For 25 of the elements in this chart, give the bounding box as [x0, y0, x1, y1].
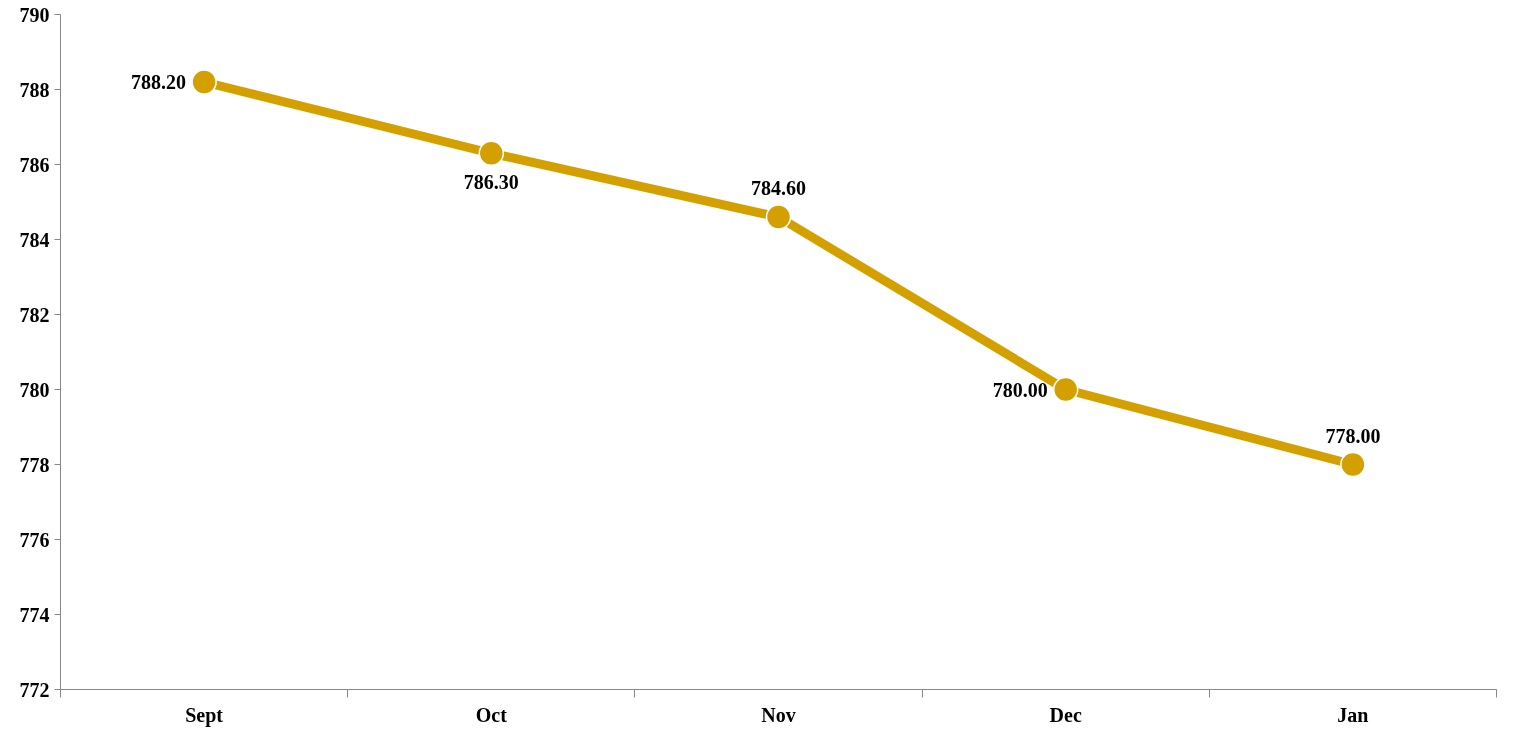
y-tick-label: 772 [19, 678, 50, 701]
y-tick-label: 786 [19, 153, 50, 176]
x-tick-label: Oct [475, 703, 508, 726]
y-tick-label: 788 [19, 78, 50, 101]
text: 780.00 [992, 378, 1048, 401]
point [478, 140, 505, 166]
x-tick-label: Dec [1049, 703, 1082, 726]
y-tick-label: 776 [19, 528, 50, 551]
text: 786.30 [463, 171, 519, 194]
y-tick-label: 790 [19, 3, 50, 26]
point [1052, 376, 1079, 403]
text: 784.60 [751, 177, 806, 199]
text: 788.20 [131, 71, 187, 93]
y-tick-label: 782 [19, 303, 50, 326]
y-tick-label: 784 [19, 228, 50, 251]
x-tick-label: Sept [185, 703, 224, 727]
y-tick-label: 780 [19, 378, 50, 401]
text: 778.00 [1325, 424, 1381, 447]
y-tick-label: 774 [19, 603, 50, 626]
point [765, 204, 792, 230]
x-tick-label: Jan [1337, 703, 1369, 726]
x-tick-label: Nov [761, 703, 796, 726]
y-tick-label: 778 [19, 453, 50, 476]
point [1340, 451, 1366, 478]
point [191, 69, 217, 95]
